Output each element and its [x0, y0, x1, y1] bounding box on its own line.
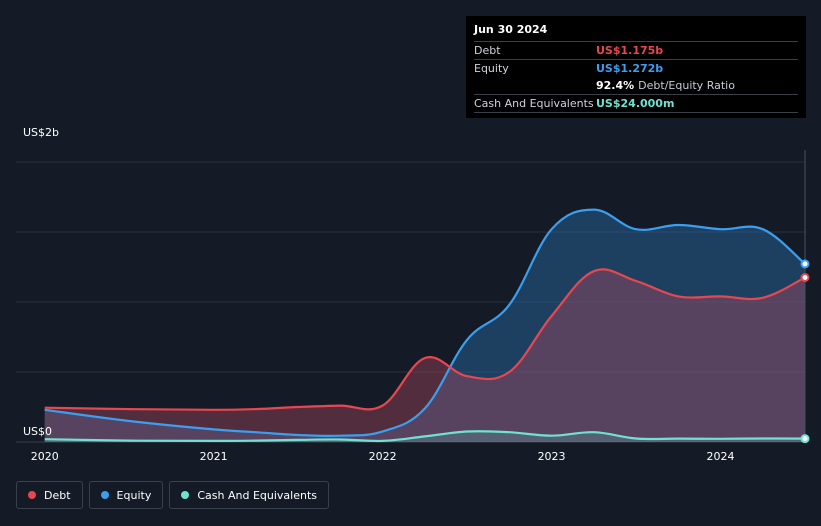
tooltip-row-ratio: 92.4% Debt/Equity Ratio	[474, 77, 798, 94]
debt-dot-icon	[28, 491, 36, 499]
tooltip-row-equity: Equity US$1.272b	[474, 59, 798, 77]
x-tick-label-2021: 2021	[200, 450, 228, 463]
equity-endpoint-marker	[800, 259, 810, 269]
tooltip-equity-value: US$1.272b	[596, 62, 664, 75]
axes: US$2b US$0 2020 2021 2022 2023 2024	[23, 126, 735, 463]
tooltip-debt-label: Debt	[474, 44, 501, 57]
cash-dot-icon	[181, 491, 190, 499]
x-tick-label-2024: 2024	[707, 450, 735, 463]
x-tick-label-2022: 2022	[369, 450, 397, 463]
series-lines	[44, 208, 806, 443]
grid	[16, 161, 805, 443]
tooltip-date: Jun 30 2024	[474, 23, 548, 36]
endpoint-markers	[800, 259, 810, 444]
tooltip-equity-label: Equity	[474, 62, 509, 75]
y-tick-label-0: US$2b	[23, 126, 59, 139]
legend-debt-label: Debt	[44, 488, 71, 502]
debt-area	[44, 269, 805, 442]
tooltip-row-cash: Cash And Equivalents US$24.000m	[474, 94, 798, 112]
equity-dot-icon	[100, 491, 109, 499]
debt-area-tint	[44, 269, 805, 442]
y-tick-label-1: US$0	[23, 425, 52, 438]
tooltip-ratio-label: Debt/Equity Ratio	[638, 79, 735, 92]
x-tick-label-2023: 2023	[538, 450, 566, 463]
tooltip-cash-label: Cash And Equivalents	[474, 97, 594, 110]
legend-item-cash[interactable]: Cash And Equivalents	[169, 481, 329, 509]
data-tooltip: Jun 30 2024 Debt US$1.175b Equity US$1.2…	[466, 16, 806, 118]
tooltip-ratio-value: 92.4%	[596, 79, 635, 92]
legend-equity-label: Equity	[116, 488, 152, 502]
debt-endpoint-marker	[800, 273, 810, 282]
tooltip-row-debt: Debt US$1.175b	[474, 41, 798, 59]
tooltip-cash-value: US$24.000m	[596, 97, 675, 110]
chart-legend: Debt Equity Cash And Equivalents	[16, 481, 329, 509]
equity-area	[44, 209, 805, 442]
legend-cash-label: Cash And Equivalents	[197, 488, 317, 502]
legend-item-equity[interactable]: Equity	[88, 481, 164, 509]
tooltip-debt-value: US$1.175b	[596, 44, 664, 57]
legend-item-debt[interactable]: Debt	[16, 481, 83, 509]
debt-line	[44, 268, 806, 411]
cash-endpoint-marker	[800, 434, 810, 444]
cash-line	[44, 430, 806, 443]
x-tick-label-2020: 2020	[31, 450, 59, 463]
equity-line	[44, 208, 806, 438]
